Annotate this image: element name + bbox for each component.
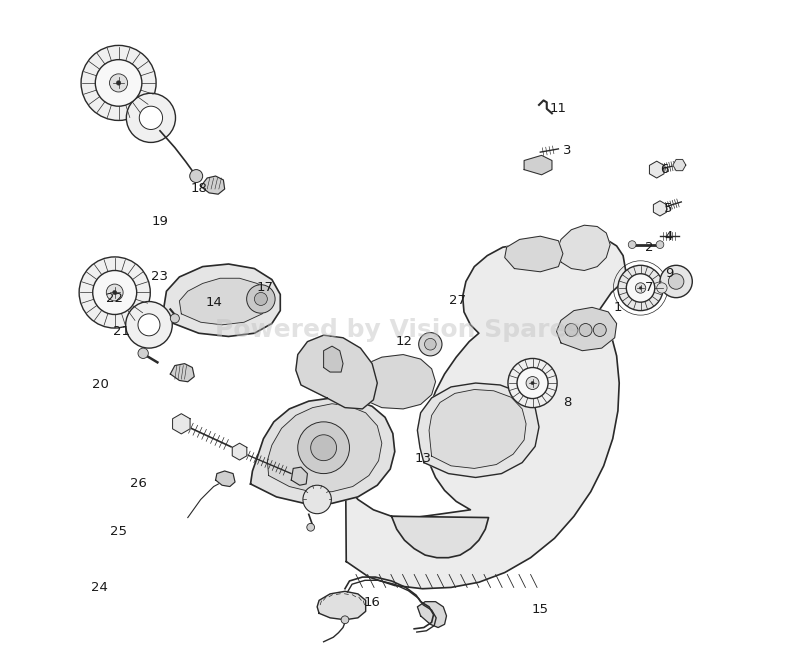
- Text: 23: 23: [151, 271, 169, 283]
- Text: 22: 22: [106, 292, 123, 306]
- Polygon shape: [170, 364, 194, 381]
- Circle shape: [110, 74, 127, 92]
- Polygon shape: [505, 236, 563, 272]
- Circle shape: [618, 265, 663, 311]
- Text: 25: 25: [110, 525, 127, 539]
- Polygon shape: [232, 444, 247, 460]
- Polygon shape: [346, 354, 435, 409]
- Text: 3: 3: [564, 144, 572, 156]
- Circle shape: [341, 616, 349, 624]
- Polygon shape: [556, 308, 617, 350]
- Polygon shape: [556, 225, 611, 271]
- Polygon shape: [291, 467, 307, 485]
- Text: 1: 1: [614, 301, 622, 314]
- Circle shape: [517, 368, 548, 399]
- Circle shape: [138, 348, 148, 358]
- Text: 20: 20: [92, 378, 109, 391]
- Circle shape: [565, 323, 578, 337]
- Circle shape: [656, 241, 664, 249]
- Text: 11: 11: [550, 102, 567, 115]
- Text: Powered by Vision Spares: Powered by Vision Spares: [215, 318, 581, 342]
- Polygon shape: [334, 238, 626, 589]
- Circle shape: [92, 271, 137, 314]
- Text: 26: 26: [130, 477, 146, 490]
- Circle shape: [306, 523, 314, 531]
- Text: 5: 5: [664, 202, 673, 215]
- Circle shape: [96, 59, 142, 106]
- Circle shape: [424, 339, 436, 350]
- Text: 2: 2: [645, 241, 654, 253]
- Text: 13: 13: [414, 451, 431, 465]
- Text: 24: 24: [91, 581, 107, 594]
- Polygon shape: [179, 279, 270, 325]
- Text: 15: 15: [532, 603, 548, 616]
- Circle shape: [127, 93, 175, 143]
- Polygon shape: [317, 591, 365, 620]
- Circle shape: [303, 485, 331, 513]
- Polygon shape: [650, 161, 664, 178]
- Text: 6: 6: [661, 163, 669, 176]
- Circle shape: [79, 257, 150, 328]
- Circle shape: [310, 435, 337, 461]
- Polygon shape: [251, 398, 395, 504]
- Text: 21: 21: [113, 325, 130, 338]
- Circle shape: [526, 377, 539, 389]
- Circle shape: [635, 282, 646, 293]
- Circle shape: [138, 314, 160, 336]
- Text: 9: 9: [665, 267, 674, 280]
- Circle shape: [531, 381, 534, 385]
- Text: 8: 8: [564, 396, 572, 409]
- Text: 18: 18: [190, 183, 207, 195]
- Text: 7: 7: [645, 281, 654, 294]
- Circle shape: [579, 323, 592, 337]
- Text: 4: 4: [664, 230, 673, 243]
- Text: 19: 19: [151, 215, 169, 228]
- Circle shape: [419, 333, 442, 356]
- Polygon shape: [201, 176, 224, 194]
- Polygon shape: [216, 471, 235, 486]
- Circle shape: [639, 286, 642, 289]
- Circle shape: [298, 422, 349, 474]
- Polygon shape: [267, 404, 382, 492]
- Circle shape: [112, 290, 117, 294]
- Circle shape: [626, 274, 655, 302]
- Text: 27: 27: [449, 294, 466, 308]
- Polygon shape: [673, 160, 686, 171]
- Circle shape: [657, 282, 667, 293]
- Polygon shape: [296, 335, 377, 409]
- Circle shape: [189, 170, 203, 183]
- Circle shape: [255, 292, 267, 306]
- Polygon shape: [417, 383, 539, 477]
- Circle shape: [508, 358, 557, 408]
- Text: 12: 12: [396, 335, 413, 348]
- Polygon shape: [429, 389, 526, 469]
- Text: 14: 14: [205, 296, 222, 310]
- Circle shape: [116, 81, 121, 85]
- Polygon shape: [324, 346, 343, 372]
- Circle shape: [660, 265, 693, 298]
- Circle shape: [107, 284, 123, 301]
- Circle shape: [669, 274, 684, 289]
- Text: 17: 17: [257, 281, 274, 294]
- Text: 16: 16: [364, 597, 380, 609]
- Polygon shape: [392, 516, 489, 558]
- Polygon shape: [164, 264, 280, 337]
- Circle shape: [81, 46, 156, 120]
- Circle shape: [139, 106, 162, 129]
- Circle shape: [126, 302, 172, 348]
- Polygon shape: [654, 201, 666, 216]
- Circle shape: [628, 241, 636, 249]
- Polygon shape: [524, 155, 552, 175]
- Circle shape: [170, 314, 179, 323]
- Polygon shape: [417, 602, 447, 628]
- Circle shape: [247, 284, 275, 313]
- Polygon shape: [173, 414, 190, 434]
- Circle shape: [593, 323, 607, 337]
